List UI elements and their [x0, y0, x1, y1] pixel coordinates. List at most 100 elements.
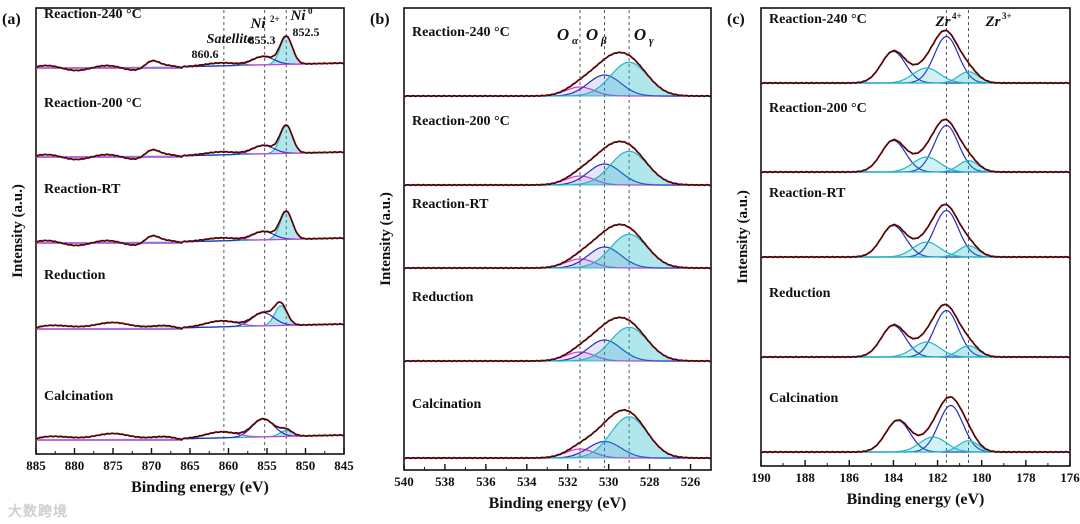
- spectrum-3: Reduction: [760, 286, 1071, 359]
- spectrum-0: Reaction-240 °C: [760, 12, 1071, 85]
- x-tick-label: 526: [681, 474, 701, 489]
- spectrum-2: Reaction-RT: [403, 197, 712, 270]
- ni0-component-fill: [36, 305, 344, 329]
- o-gamma-component-fill: [404, 416, 711, 458]
- raw-spectrum: [403, 51, 712, 98]
- x-axis-label: Binding energy (eV): [847, 491, 985, 508]
- series-label: Reaction-240 °C: [44, 7, 142, 22]
- spectrum-1: Reaction-200 °C: [403, 114, 712, 187]
- fitted-envelope: [404, 316, 711, 362]
- zr4-sup: 4+: [952, 11, 962, 21]
- o-beta-sub: β: [600, 35, 607, 47]
- x-tick-label: 532: [558, 474, 578, 489]
- series-label: Reaction-200 °C: [769, 101, 867, 116]
- fitted-envelope: [404, 409, 711, 459]
- raw-spectrum: [403, 223, 712, 270]
- raw-spectrum: [760, 396, 1071, 454]
- x-tick-label: 190: [751, 470, 771, 485]
- o-alpha-component-fill: [404, 449, 711, 458]
- x-tick-label: 845: [334, 458, 354, 473]
- fitted-envelope: [404, 140, 711, 186]
- x-axis-label: Binding energy (eV): [131, 479, 269, 496]
- satellite-value: 860.6: [192, 47, 219, 61]
- ni0-annotation: Ni: [290, 8, 307, 24]
- series-label: Calcination: [769, 391, 838, 406]
- series-label: Reaction-240 °C: [412, 25, 510, 40]
- plot-frame: [403, 7, 712, 471]
- x-tick-label: 534: [517, 474, 537, 489]
- series-label: Reduction: [769, 286, 831, 301]
- o-gamma-annotation: O: [634, 25, 646, 44]
- raw-spectrum: [35, 124, 345, 161]
- ni2-value: 855.3: [249, 33, 276, 47]
- zr3-sup: 3+: [1002, 11, 1012, 21]
- spectrum-2: Reaction-RT: [760, 186, 1071, 259]
- watermark: 大数跨境: [8, 504, 68, 520]
- panel-b: 540 538 536 534 532 530 528 526 Binding energy (…: [370, 7, 712, 512]
- ni0-value: 852.5: [293, 25, 320, 39]
- ni0-component-fill: [36, 125, 344, 157]
- o-alpha-annotation: O: [557, 25, 569, 44]
- spectrum-2: Reaction-RT: [35, 182, 345, 247]
- x-tick-label: 860: [219, 458, 239, 473]
- raw-spectrum: [35, 417, 345, 441]
- series-label: Reaction-RT: [44, 182, 121, 197]
- zr4-component: [761, 404, 1070, 453]
- o-alpha-component-fill: [404, 259, 711, 268]
- zr3-annotation: Zr: [985, 14, 1001, 30]
- spectrum-1: Reaction-200 °C: [760, 101, 1071, 174]
- x-tick-label: 184: [884, 470, 904, 485]
- spectrum-3: Reduction: [35, 268, 345, 330]
- raw-spectrum: [760, 203, 1071, 259]
- x-tick-label: 540: [394, 474, 414, 489]
- raw-spectrum: [35, 35, 345, 72]
- panel-label: (c): [727, 11, 745, 28]
- series-label: Calcination: [412, 397, 481, 412]
- x-tick-label: 885: [26, 458, 46, 473]
- x-tick-label: 850: [296, 458, 316, 473]
- raw-spectrum: [403, 140, 712, 187]
- x-tick-label: 880: [65, 458, 85, 473]
- series-label: Reduction: [44, 268, 106, 283]
- series-label: Reaction-240 °C: [769, 12, 867, 27]
- series-label: Reaction-RT: [769, 186, 846, 201]
- series-label: Reduction: [412, 290, 474, 305]
- x-tick-label: 176: [1060, 470, 1080, 485]
- zr-shoulder-component-fill: [761, 157, 1070, 172]
- x-tick-label: 182: [928, 470, 948, 485]
- o-gamma-component-fill: [404, 62, 711, 96]
- panel-label: (b): [370, 11, 390, 28]
- satellite-annotation: Satellite: [207, 32, 254, 47]
- raw-spectrum: [760, 29, 1071, 85]
- o-gamma-sub: γ: [649, 35, 654, 47]
- fitted-envelope: [404, 223, 711, 269]
- x-tick-label: 528: [640, 474, 660, 489]
- raw-spectrum: [403, 316, 712, 363]
- x-tick-label: 188: [795, 470, 815, 485]
- o-alpha-sub: α: [572, 35, 579, 47]
- raw-spectrum: [35, 210, 345, 247]
- raw-spectrum: [403, 408, 712, 460]
- x-tick-label: 530: [599, 474, 619, 489]
- x-tick-label: 178: [1016, 470, 1036, 485]
- panel-a: 885 880 875 870 865 860 855 850 845 Binding energ…: [2, 6, 354, 496]
- x-tick-label: 855: [257, 458, 277, 473]
- fitted-envelope: [404, 51, 711, 97]
- raw-spectrum: [35, 301, 345, 330]
- ni0-component-fill: [36, 211, 344, 243]
- spectrum-4: Calcination: [35, 389, 345, 441]
- spectrum-0: Reaction-240 °C: [35, 7, 345, 72]
- spectrum-3: Reduction: [403, 290, 712, 363]
- o-gamma-component-fill: [404, 327, 711, 361]
- zr-shoulder-component-fill: [761, 437, 1070, 452]
- ni0-component-fill: [36, 36, 344, 68]
- o-alpha-component-fill: [404, 87, 711, 96]
- x-tick-label: 875: [103, 458, 123, 473]
- o-alpha-component-fill: [404, 176, 711, 185]
- x-tick-label: 180: [972, 470, 992, 485]
- zr-shoulder-component-fill: [761, 68, 1070, 83]
- y-axis-label: Intensity (a.u.): [735, 190, 751, 284]
- zr-shoulder-component-fill: [761, 342, 1070, 357]
- y-axis-label: Intensity (a.u.): [10, 184, 26, 278]
